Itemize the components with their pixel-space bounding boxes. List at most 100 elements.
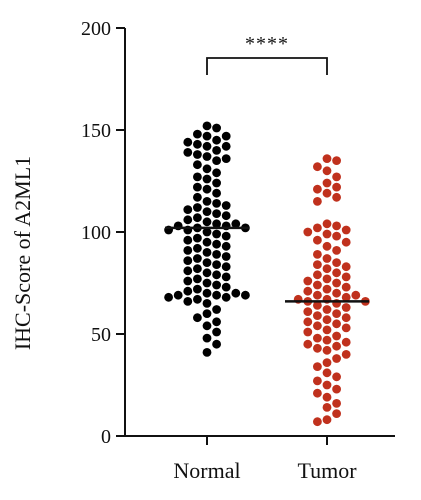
data-point-normal <box>212 327 222 337</box>
data-point-tumor <box>332 399 341 408</box>
data-point-normal <box>164 292 174 302</box>
data-point-normal <box>221 141 231 151</box>
significance-bracket-line <box>206 57 328 75</box>
data-point-normal <box>202 248 212 257</box>
data-point-tumor <box>332 278 341 288</box>
data-point-normal <box>193 264 202 274</box>
data-point-normal <box>202 268 212 278</box>
data-point-tumor <box>322 415 332 425</box>
data-point-tumor <box>322 380 332 390</box>
data-point-tumor <box>341 323 351 333</box>
y-tick-label: 200 <box>81 18 111 40</box>
data-point-tumor <box>313 162 322 172</box>
data-point-tumor <box>313 223 322 233</box>
data-point-tumor <box>313 376 322 386</box>
data-point-tumor <box>351 290 361 300</box>
data-point-tumor <box>322 368 332 378</box>
data-point-tumor <box>322 403 332 412</box>
y-tick-label: 0 <box>101 426 111 448</box>
data-point-normal <box>212 280 222 290</box>
data-point-tumor <box>332 331 341 341</box>
data-point-tumor <box>313 417 322 427</box>
data-point-normal <box>202 141 212 151</box>
data-point-tumor <box>313 343 322 353</box>
data-point-normal <box>221 272 231 282</box>
data-point-normal <box>193 203 202 212</box>
y-axis-title: IHC-Score of A2ML1 <box>10 156 35 350</box>
data-point-normal <box>183 205 193 215</box>
data-point-tumor <box>303 227 313 237</box>
data-point-normal <box>212 260 222 269</box>
data-point-normal <box>221 201 231 210</box>
data-point-tumor <box>322 274 332 284</box>
y-tick-label: 150 <box>81 120 111 142</box>
data-point-tumor <box>341 303 351 312</box>
data-point-tumor <box>322 335 332 345</box>
data-point-tumor <box>313 235 322 245</box>
data-point-tumor <box>322 219 332 229</box>
data-point-normal <box>202 121 212 131</box>
data-point-normal <box>183 235 193 245</box>
data-point-normal <box>202 197 212 206</box>
data-point-tumor <box>322 188 332 198</box>
data-point-tumor <box>322 315 332 325</box>
data-point-normal <box>183 215 193 225</box>
data-point-tumor <box>303 286 313 296</box>
data-point-normal <box>202 237 212 247</box>
data-point-tumor <box>332 319 341 329</box>
data-point-tumor <box>322 305 332 314</box>
data-point-normal <box>212 339 222 349</box>
data-point-tumor <box>332 268 341 278</box>
data-point-normal <box>202 217 212 227</box>
data-point-normal <box>193 213 202 223</box>
data-point-normal <box>193 172 202 182</box>
data-point-tumor <box>313 301 322 310</box>
data-point-normal <box>212 199 222 208</box>
data-point-normal <box>193 284 202 294</box>
data-point-normal <box>212 250 222 259</box>
x-category-label: Tumor <box>297 458 357 483</box>
data-point-normal <box>212 305 222 314</box>
data-point-normal <box>193 129 202 139</box>
data-point-tumor <box>332 192 341 202</box>
data-point-normal <box>212 229 222 239</box>
data-point-normal <box>212 168 222 178</box>
data-point-tumor <box>341 292 351 302</box>
data-point-normal <box>212 178 222 188</box>
data-point-tumor <box>303 276 313 286</box>
data-point-normal <box>202 299 212 308</box>
significance-bracket: **** <box>206 33 328 75</box>
data-point-normal <box>193 233 202 243</box>
data-point-tumor <box>332 372 341 382</box>
data-point-normal <box>212 270 222 280</box>
data-point-normal <box>202 278 212 288</box>
data-point-normal <box>193 294 202 304</box>
data-point-tumor <box>313 333 322 343</box>
data-point-tumor <box>322 392 332 402</box>
data-point-normal <box>202 227 212 237</box>
data-point-normal <box>202 258 212 267</box>
data-point-tumor <box>332 384 341 394</box>
data-point-tumor <box>303 307 313 316</box>
data-point-normal <box>193 313 202 323</box>
data-point-tumor <box>313 270 322 280</box>
data-point-tumor <box>332 221 341 231</box>
data-point-tumor <box>313 321 322 331</box>
data-point-tumor <box>341 225 351 235</box>
data-point-tumor <box>313 250 322 259</box>
data-point-normal <box>212 188 222 198</box>
median-lines <box>165 226 369 303</box>
data-point-tumor <box>313 184 322 194</box>
data-point-tumor <box>341 272 351 282</box>
data-point-normal <box>193 254 202 263</box>
data-point-tumor <box>322 358 332 367</box>
data-point-normal <box>212 317 222 327</box>
data-point-normal <box>183 137 193 147</box>
data-point-tumor <box>332 231 341 241</box>
x-category-label: Normal <box>173 458 240 483</box>
data-point-normal <box>183 148 193 157</box>
data-point-normal <box>221 241 231 251</box>
data-point-tumor <box>341 282 351 292</box>
data-point-normal <box>212 146 222 155</box>
data-point-tumor <box>332 246 341 255</box>
